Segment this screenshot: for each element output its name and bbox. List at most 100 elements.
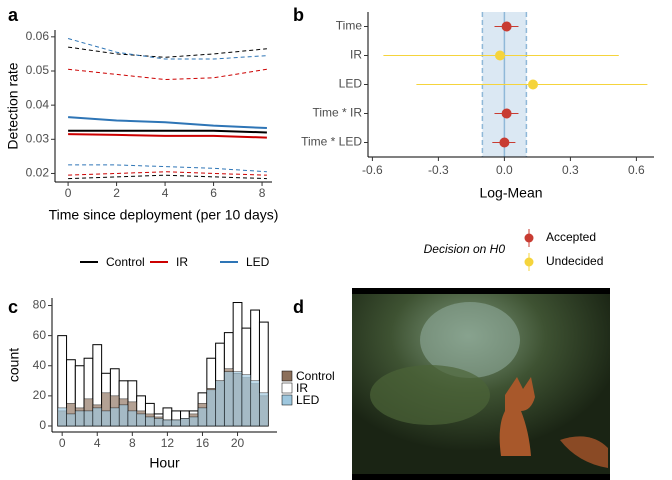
- histogram-bar: [66, 413, 76, 427]
- y-tick-label: LED: [339, 77, 363, 91]
- histogram-bar: [206, 389, 216, 427]
- legend-title: Decision on H0: [424, 242, 506, 256]
- legend-label: Undecided: [546, 254, 603, 268]
- point: [528, 79, 538, 90]
- x-tick-label: 16: [196, 436, 210, 450]
- legend-label: Control: [296, 369, 335, 383]
- histogram-bar: [241, 374, 251, 427]
- legend-key: [524, 257, 534, 267]
- panel-label: b: [293, 5, 304, 25]
- point: [499, 137, 510, 148]
- fox-tail: [560, 436, 608, 468]
- histogram-bar: [92, 407, 102, 427]
- photo: [352, 288, 610, 480]
- y-axis-title: count: [6, 348, 22, 382]
- legend-key: [281, 370, 293, 382]
- y-tick-label: Time: [336, 19, 363, 33]
- point: [501, 21, 512, 32]
- y-tick-label: 60: [33, 328, 47, 342]
- legend-label: IR: [296, 381, 308, 395]
- histogram-bar: [57, 407, 67, 427]
- histogram-bar: [224, 371, 234, 427]
- legend-label: LED: [296, 393, 320, 407]
- y-tick-label: 0.05: [26, 63, 50, 77]
- y-tick-label: 0.03: [26, 131, 50, 145]
- y-tick-label: 0.02: [26, 166, 50, 180]
- y-tick-label: 0.04: [26, 97, 50, 111]
- photo-banner: [352, 474, 610, 480]
- x-axis-title: Log-Mean: [479, 185, 542, 201]
- histogram-bar: [118, 404, 129, 427]
- histogram-bar: [136, 413, 146, 427]
- moss: [370, 365, 490, 425]
- x-tick-label: 0.6: [628, 163, 645, 177]
- histogram-bar: [83, 410, 94, 427]
- y-tick-label: 40: [33, 358, 47, 372]
- histogram-bar: [197, 407, 208, 427]
- ci-line: [67, 38, 267, 60]
- line: [68, 116, 267, 130]
- histogram-bar: [189, 416, 199, 427]
- y-tick-label: 80: [33, 298, 47, 312]
- x-tick-label: 8: [129, 436, 136, 450]
- panel-label: c: [8, 297, 18, 317]
- y-tick-label: Time * IR: [312, 106, 362, 120]
- ci-line: [68, 164, 267, 173]
- legend-label: IR: [176, 255, 188, 269]
- histogram-bar: [127, 410, 137, 427]
- legend-label: Accepted: [546, 230, 596, 244]
- x-tick-label: 20: [231, 436, 245, 450]
- x-tick-label: 2: [113, 186, 120, 200]
- histogram-bar: [145, 416, 155, 427]
- line: [68, 129, 267, 134]
- x-tick-label: 8: [259, 186, 266, 200]
- x-tick-label: 12: [161, 436, 175, 450]
- panel-label: a: [8, 5, 19, 25]
- histogram-bar: [162, 419, 172, 427]
- y-tick-label: 0.06: [26, 29, 50, 43]
- histogram-bar: [154, 418, 164, 427]
- legend-key: [524, 233, 534, 243]
- histogram-bar: [259, 392, 269, 427]
- fox: [499, 377, 535, 456]
- ci-line: [68, 46, 267, 58]
- x-axis-title: Hour: [149, 455, 180, 471]
- point: [495, 50, 505, 61]
- y-tick-label: 0: [39, 418, 46, 432]
- line: [68, 133, 267, 139]
- x-axis-title: Time since deployment (per 10 days): [49, 207, 279, 223]
- x-tick-label: 0.3: [562, 163, 579, 177]
- legend-label: Control: [106, 255, 145, 269]
- x-tick-label: 4: [94, 436, 101, 450]
- x-tick-label: 0.0: [496, 163, 513, 177]
- y-tick-label: IR: [350, 48, 362, 62]
- panel-label: d: [293, 297, 304, 317]
- legend-key: [281, 382, 293, 394]
- y-tick-label: Time * LED: [301, 135, 362, 149]
- histogram-bar: [110, 407, 120, 427]
- histogram-bar: [101, 410, 111, 427]
- y-axis-title: Detection rate: [5, 62, 21, 149]
- point: [501, 108, 512, 119]
- histogram-bar: [75, 410, 85, 427]
- histogram-bar: [215, 380, 225, 427]
- ci-line: [68, 68, 267, 81]
- histogram-bar: [171, 419, 181, 427]
- x-tick-label: -0.6: [362, 163, 383, 177]
- x-tick-label: -0.3: [428, 163, 449, 177]
- ci-line: [68, 171, 267, 176]
- histogram-bar: [250, 380, 260, 427]
- x-tick-label: 0: [59, 436, 66, 450]
- histogram-bar: [180, 418, 190, 427]
- x-tick-label: 0: [65, 186, 72, 200]
- y-tick-label: 20: [33, 388, 47, 402]
- x-tick-label: 4: [162, 186, 169, 200]
- histogram-bar: [232, 371, 243, 427]
- legend-label: LED: [246, 255, 270, 269]
- photo-banner: [352, 288, 610, 294]
- legend-key: [281, 394, 293, 406]
- x-tick-label: 6: [210, 186, 217, 200]
- rock: [420, 302, 520, 378]
- ci-line: [68, 174, 267, 180]
